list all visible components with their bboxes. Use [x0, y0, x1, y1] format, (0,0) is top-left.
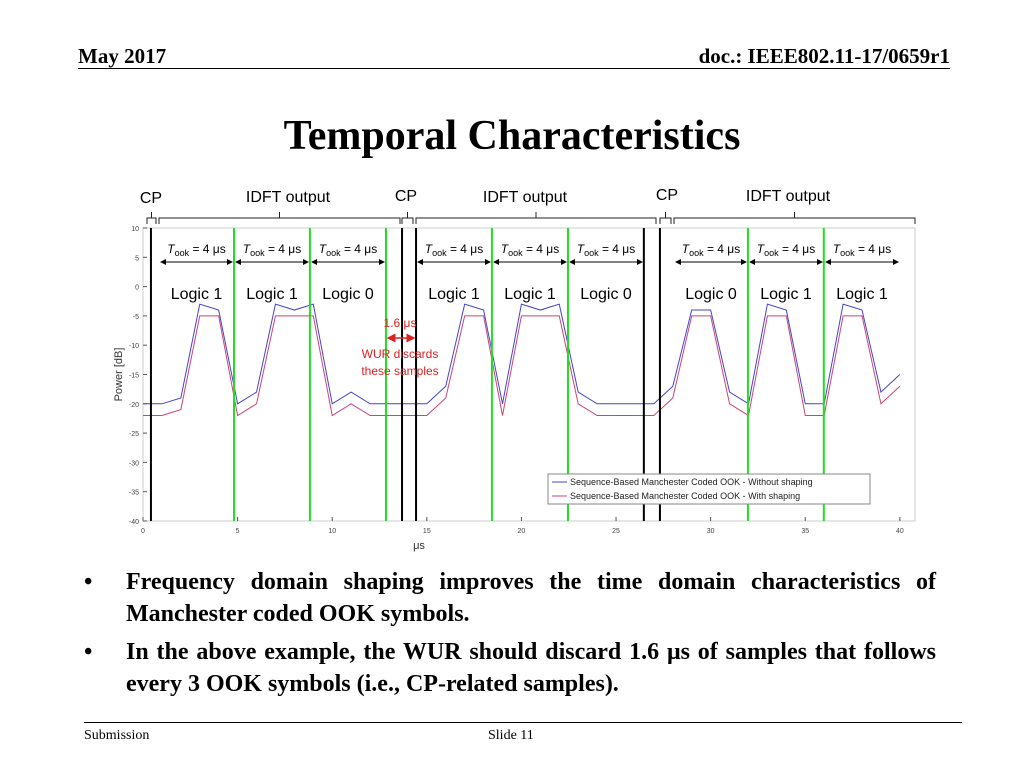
y-tick-label: 10 — [131, 226, 139, 233]
bracket — [673, 217, 916, 224]
y-tick-label: -10 — [129, 343, 139, 350]
took-sub: ook — [840, 248, 855, 258]
logic-label: Logic 0 — [580, 286, 632, 303]
took-rest: = 4 μs — [189, 242, 226, 256]
annotation: WUR discards — [362, 347, 439, 361]
legend-label: Sequence-Based Manchester Coded OOK - Wi… — [570, 477, 813, 487]
x-tick-label: 40 — [896, 528, 904, 535]
took-symbol: T — [833, 242, 842, 256]
y-tick-label: -35 — [129, 490, 139, 497]
logic-label: Logic 1 — [246, 286, 298, 303]
y-tick-label: -20 — [129, 402, 139, 409]
segment-label: IDFT output — [746, 188, 831, 205]
took-rest: = 4 μs — [704, 242, 741, 256]
took-symbol: T — [501, 242, 510, 256]
logic-label: Logic 1 — [760, 286, 812, 303]
took-symbol: T — [577, 242, 586, 256]
y-tick-label: 0 — [135, 285, 139, 292]
logic-label: Logic 0 — [685, 286, 737, 303]
bracket — [146, 217, 157, 224]
logic-label: Logic 1 — [836, 286, 888, 303]
took-label: Took = 4 μs — [425, 242, 483, 258]
took-symbol: T — [319, 242, 328, 256]
y-tick-label: -40 — [129, 519, 139, 526]
logic-label: Logic 1 — [504, 286, 556, 303]
x-axis-label: μs — [413, 540, 425, 552]
took-label: Took = 4 μs — [167, 242, 225, 258]
took-rest: = 4 μs — [265, 242, 302, 256]
took-sub: ook — [508, 248, 523, 258]
took-symbol: T — [167, 242, 176, 256]
segment-label: CP — [140, 190, 162, 207]
x-tick-label: 35 — [801, 528, 809, 535]
legend-label: Sequence-Based Manchester Coded OOK - Wi… — [570, 491, 800, 501]
took-symbol: T — [243, 242, 252, 256]
took-rest: = 4 μs — [855, 242, 892, 256]
logic-label: Logic 0 — [322, 286, 374, 303]
took-label: Took = 4 μs — [319, 242, 377, 258]
took-sub: ook — [689, 248, 704, 258]
y-tick-label: -30 — [129, 460, 139, 467]
took-rest: = 4 μs — [341, 242, 378, 256]
slide-title: Temporal Characteristics — [283, 113, 741, 159]
series-line — [143, 315, 901, 417]
footer-center: Slide 11 — [488, 728, 534, 743]
x-tick-label: 5 — [236, 528, 240, 535]
header-doc: doc.: IEEE802.11-17/0659r1 — [698, 44, 950, 68]
x-tick-label: 20 — [518, 528, 526, 535]
y-tick-label: 5 — [135, 255, 139, 262]
took-rest: = 4 μs — [447, 242, 484, 256]
took-sub: ook — [584, 248, 599, 258]
took-rest: = 4 μs — [599, 242, 636, 256]
x-tick-label: 25 — [612, 528, 620, 535]
x-tick-label: 10 — [328, 528, 336, 535]
took-symbol: T — [757, 242, 766, 256]
annotation: these samples — [361, 364, 438, 378]
took-symbol: T — [425, 242, 434, 256]
took-sub: ook — [175, 248, 190, 258]
y-tick-label: -15 — [129, 373, 139, 380]
took-symbol: T — [682, 242, 691, 256]
took-label: Took = 4 μs — [577, 242, 635, 258]
x-tick-label: 30 — [707, 528, 715, 535]
header-rule — [78, 68, 950, 69]
took-rest: = 4 μs — [779, 242, 816, 256]
bracket — [158, 217, 401, 224]
logic-label: Logic 1 — [171, 286, 223, 303]
y-tick-label: -5 — [133, 314, 139, 321]
took-label: Took = 4 μs — [501, 242, 559, 258]
footer-rule — [84, 722, 962, 723]
bracket — [401, 217, 414, 224]
took-label: Took = 4 μs — [833, 242, 891, 258]
legend-box — [547, 473, 871, 505]
y-axis-label: Power [dB] — [113, 348, 125, 402]
took-label: Took = 4 μs — [243, 242, 301, 258]
x-tick-label: 15 — [423, 528, 431, 535]
bullet: In the above example, the WUR should dis… — [84, 636, 936, 700]
took-label: Took = 4 μs — [757, 242, 815, 258]
x-tick-label: 0 — [141, 528, 145, 535]
took-sub: ook — [432, 248, 447, 258]
series-line — [143, 303, 901, 405]
took-label: Took = 4 μs — [682, 242, 740, 258]
logic-label: Logic 1 — [428, 286, 480, 303]
took-sub: ook — [250, 248, 265, 258]
header-date: May 2017 — [78, 44, 167, 68]
footer-left: Submission — [84, 728, 150, 743]
annotation: 1.6 μs — [384, 316, 417, 330]
took-sub: ook — [326, 248, 341, 258]
took-rest: = 4 μs — [523, 242, 560, 256]
bullet: Frequency domain shaping improves the ti… — [84, 566, 936, 630]
bullet-list: Frequency domain shaping improves the ti… — [84, 566, 936, 706]
segment-label: CP — [395, 188, 417, 205]
took-sub: ook — [764, 248, 779, 258]
segment-label: CP — [656, 187, 678, 204]
segment-label: IDFT output — [483, 189, 568, 206]
bracket — [415, 217, 657, 224]
y-tick-label: -25 — [129, 431, 139, 438]
segment-label: IDFT output — [246, 189, 331, 206]
bracket — [659, 217, 672, 224]
